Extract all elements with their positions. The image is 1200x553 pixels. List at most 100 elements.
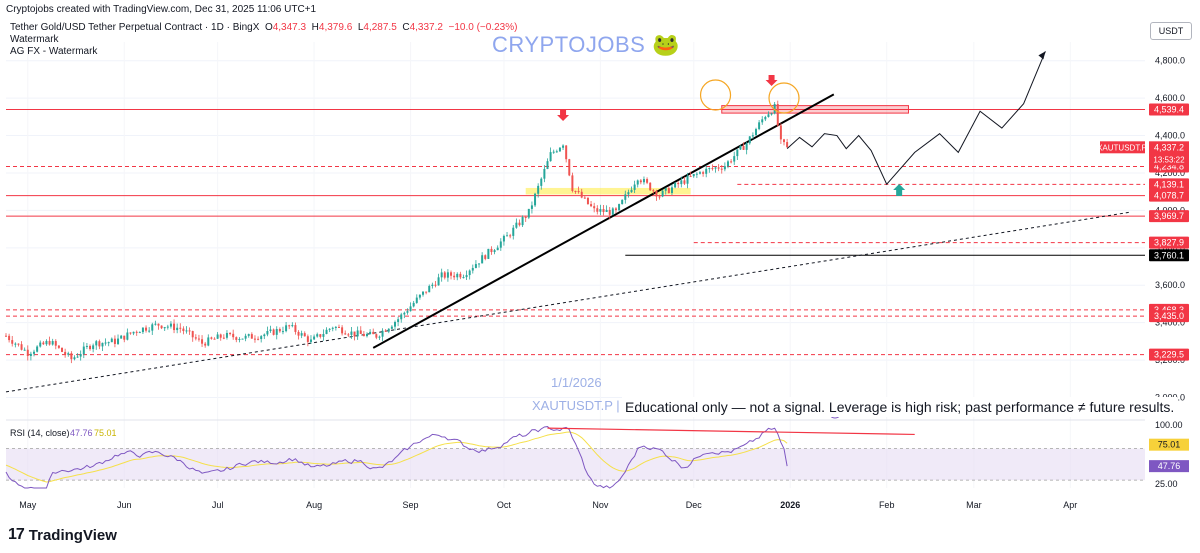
candle xyxy=(580,188,583,199)
tradingview-logo[interactable]: 17 TradingView xyxy=(8,526,117,544)
candle-body xyxy=(51,341,54,345)
candle-body xyxy=(14,343,17,345)
candle-body xyxy=(493,250,496,253)
candle-body xyxy=(577,191,580,193)
candle xyxy=(506,232,509,237)
candle-body xyxy=(182,328,185,332)
candle-body xyxy=(328,328,331,330)
time-tick-label: Jun xyxy=(117,500,132,510)
candle xyxy=(222,334,225,340)
candle xyxy=(599,204,602,216)
candle-body xyxy=(207,337,210,346)
candle xyxy=(197,334,200,342)
candle-body xyxy=(512,227,515,236)
candle xyxy=(129,332,132,335)
candle-body xyxy=(241,338,244,340)
level-tag-label: 4,139.1 xyxy=(1154,179,1184,189)
candle xyxy=(337,324,340,328)
candle-body xyxy=(714,167,717,169)
candle xyxy=(95,339,98,350)
level-tag-label: 3,229.5 xyxy=(1154,350,1184,360)
candle xyxy=(325,327,328,335)
candle-body xyxy=(250,334,253,339)
candle-body xyxy=(39,342,42,347)
indicator-watermark[interactable]: Watermark xyxy=(10,34,59,45)
candle-body xyxy=(502,235,505,242)
candle xyxy=(362,331,365,337)
candle xyxy=(244,333,247,342)
candle-body xyxy=(95,341,98,346)
indicator-agfx-watermark[interactable]: AG FX - Watermark xyxy=(10,46,98,57)
candle xyxy=(14,342,17,348)
candle-body xyxy=(406,311,409,313)
candle-body xyxy=(670,187,673,194)
candle xyxy=(64,348,67,358)
candle-body xyxy=(776,104,779,126)
candle xyxy=(98,339,101,350)
candle-body xyxy=(583,197,586,199)
candle-body xyxy=(197,338,200,340)
candle-body xyxy=(745,143,748,150)
candle xyxy=(496,245,499,251)
candle-body xyxy=(770,113,773,115)
main-trendline xyxy=(372,93,835,349)
rsi-tick-label: 25.00 xyxy=(1155,479,1178,489)
candle xyxy=(720,165,723,174)
candle-body xyxy=(260,336,263,340)
candle xyxy=(425,291,428,295)
candle xyxy=(5,333,7,337)
candle-body xyxy=(462,277,465,279)
candle-body xyxy=(618,204,621,211)
candle-body xyxy=(70,353,73,360)
candle xyxy=(490,246,493,255)
time-tick-label: May xyxy=(19,500,37,510)
candle-body xyxy=(309,339,312,342)
symbol-legend[interactable]: Tether Gold/USD Tether Perpetual Contrac… xyxy=(10,22,517,33)
candle-body xyxy=(285,325,288,332)
candle xyxy=(188,327,191,335)
candle xyxy=(705,165,708,178)
tv-logo-text: TradingView xyxy=(28,526,117,544)
candle-body xyxy=(291,325,294,327)
level-tag-label: 3,827.9 xyxy=(1154,238,1184,248)
candle xyxy=(20,341,23,351)
candle xyxy=(428,284,431,293)
candle xyxy=(154,320,157,326)
candle-body xyxy=(169,323,172,327)
candle-body xyxy=(306,336,309,342)
up-arrow-icon xyxy=(893,184,906,196)
candle xyxy=(596,205,599,215)
symbol-tag xyxy=(1100,141,1145,154)
candle xyxy=(586,197,589,205)
candle xyxy=(633,180,636,194)
candle xyxy=(624,190,627,204)
level-tag xyxy=(1149,178,1189,191)
candle-body xyxy=(362,333,365,337)
candle xyxy=(42,341,45,345)
candle xyxy=(303,331,306,337)
projection-path xyxy=(786,51,1046,186)
currency-selector[interactable]: USDT xyxy=(1150,22,1192,40)
candle-body xyxy=(272,329,275,335)
level-tag-label: 4,539.4 xyxy=(1154,104,1184,114)
candle-body xyxy=(521,217,524,226)
candle-body xyxy=(23,349,26,351)
candle-body xyxy=(163,327,166,329)
candle-body xyxy=(266,331,269,335)
candle xyxy=(288,324,291,330)
candle xyxy=(605,205,608,213)
candle xyxy=(537,183,540,198)
candle-body xyxy=(465,275,468,278)
candle-body xyxy=(717,167,720,169)
candle-body xyxy=(126,332,129,340)
last-price-label: 4,337.2 xyxy=(1154,142,1184,152)
candle xyxy=(683,176,686,186)
candle-body xyxy=(786,142,789,148)
candle-body xyxy=(562,145,565,148)
time-axis[interactable]: May Jun Jul Aug Sep Oct Nov Dec 2026 Feb Mar Apr xyxy=(19,500,1077,510)
candle-body xyxy=(468,270,471,276)
candle-body xyxy=(456,273,459,278)
candle-body xyxy=(222,337,225,339)
candle-body xyxy=(440,272,443,278)
candle-body xyxy=(359,330,362,334)
